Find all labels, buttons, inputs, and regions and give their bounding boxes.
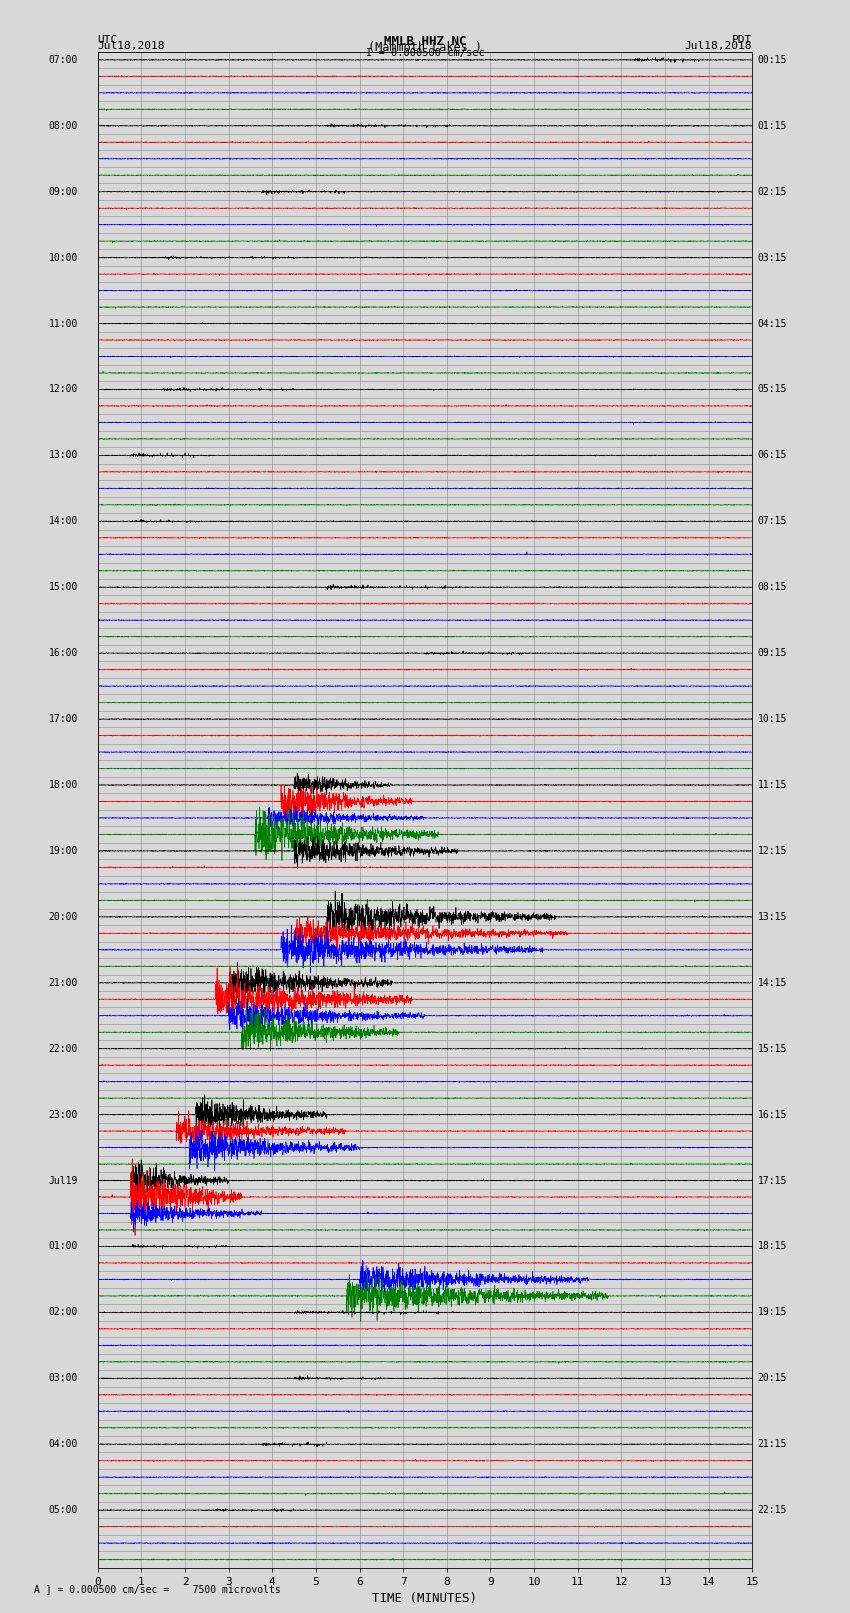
Text: 07:00: 07:00 (48, 55, 78, 65)
Text: 17:00: 17:00 (48, 715, 78, 724)
Text: A ] = 0.000500 cm/sec =    7500 microvolts: A ] = 0.000500 cm/sec = 7500 microvolts (34, 1584, 280, 1594)
Text: 13:15: 13:15 (757, 911, 787, 923)
Text: 17:15: 17:15 (757, 1176, 787, 1186)
Text: 19:00: 19:00 (48, 845, 78, 857)
Text: 02:00: 02:00 (48, 1308, 78, 1318)
X-axis label: TIME (MINUTES): TIME (MINUTES) (372, 1592, 478, 1605)
Text: 10:15: 10:15 (757, 715, 787, 724)
Text: 03:15: 03:15 (757, 253, 787, 263)
Text: 01:00: 01:00 (48, 1242, 78, 1252)
Text: 15:15: 15:15 (757, 1044, 787, 1053)
Text: 18:15: 18:15 (757, 1242, 787, 1252)
Text: Jul19: Jul19 (48, 1176, 78, 1186)
Text: 14:15: 14:15 (757, 977, 787, 987)
Text: 00:15: 00:15 (757, 55, 787, 65)
Text: 18:00: 18:00 (48, 781, 78, 790)
Text: 11:15: 11:15 (757, 781, 787, 790)
Text: 14:00: 14:00 (48, 516, 78, 526)
Text: 10:00: 10:00 (48, 253, 78, 263)
Text: 21:00: 21:00 (48, 977, 78, 987)
Text: 09:15: 09:15 (757, 648, 787, 658)
Text: 05:00: 05:00 (48, 1505, 78, 1515)
Text: 04:00: 04:00 (48, 1439, 78, 1448)
Text: 16:00: 16:00 (48, 648, 78, 658)
Text: 06:15: 06:15 (757, 450, 787, 460)
Text: 16:15: 16:15 (757, 1110, 787, 1119)
Text: 20:15: 20:15 (757, 1373, 787, 1384)
Text: 08:15: 08:15 (757, 582, 787, 592)
Text: PDT: PDT (732, 35, 752, 45)
Text: Jul18,2018: Jul18,2018 (685, 40, 752, 52)
Text: 02:15: 02:15 (757, 187, 787, 197)
Text: 22:00: 22:00 (48, 1044, 78, 1053)
Text: 07:15: 07:15 (757, 516, 787, 526)
Text: 12:15: 12:15 (757, 845, 787, 857)
Text: 19:15: 19:15 (757, 1308, 787, 1318)
Text: 08:00: 08:00 (48, 121, 78, 131)
Text: 03:00: 03:00 (48, 1373, 78, 1384)
Text: 04:15: 04:15 (757, 318, 787, 329)
Text: 13:00: 13:00 (48, 450, 78, 460)
Text: 23:00: 23:00 (48, 1110, 78, 1119)
Text: 21:15: 21:15 (757, 1439, 787, 1448)
Text: 15:00: 15:00 (48, 582, 78, 592)
Text: I = 0.000500 cm/sec: I = 0.000500 cm/sec (366, 47, 484, 58)
Text: UTC: UTC (98, 35, 118, 45)
Text: 09:00: 09:00 (48, 187, 78, 197)
Text: (Mammoth Lakes ): (Mammoth Lakes ) (368, 40, 482, 55)
Text: 12:00: 12:00 (48, 384, 78, 395)
Text: 05:15: 05:15 (757, 384, 787, 395)
Text: 20:00: 20:00 (48, 911, 78, 923)
Text: MMLB HHZ NC: MMLB HHZ NC (383, 35, 467, 48)
Text: Jul18,2018: Jul18,2018 (98, 40, 165, 52)
Text: 11:00: 11:00 (48, 318, 78, 329)
Text: 22:15: 22:15 (757, 1505, 787, 1515)
Text: 01:15: 01:15 (757, 121, 787, 131)
